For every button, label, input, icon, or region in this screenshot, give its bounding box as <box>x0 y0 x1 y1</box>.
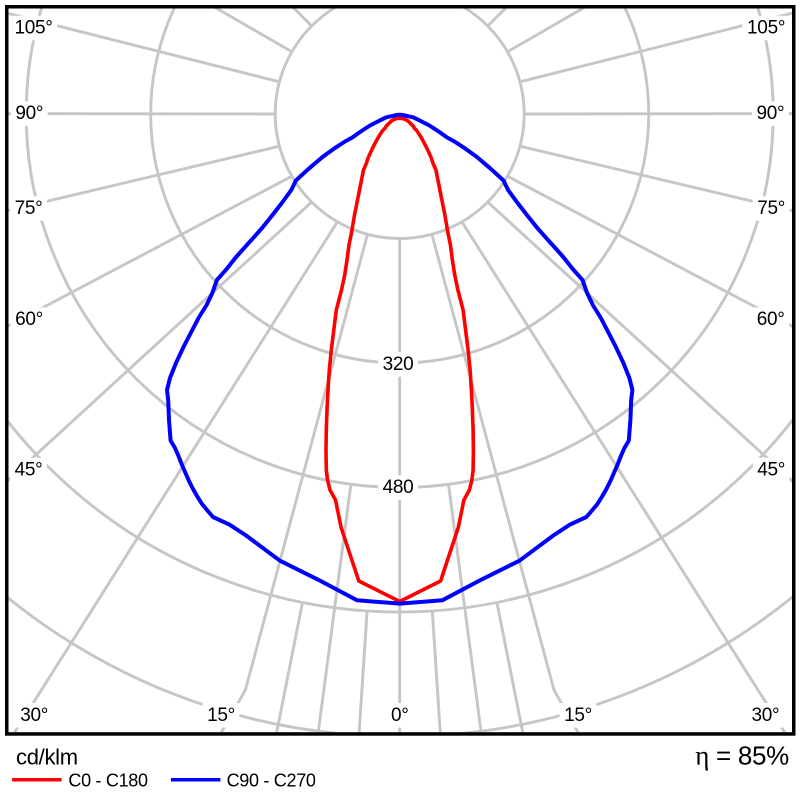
svg-text:15°: 15° <box>207 705 235 726</box>
svg-text:320: 320 <box>383 354 414 375</box>
svg-text:45°: 45° <box>15 460 43 481</box>
svg-text:105°: 105° <box>747 18 785 39</box>
svg-text:C0 - C180: C0 - C180 <box>68 770 148 790</box>
svg-text:30°: 30° <box>20 705 48 726</box>
svg-text:105°: 105° <box>14 18 52 39</box>
svg-text:60°: 60° <box>15 309 43 330</box>
svg-text:0°: 0° <box>391 705 409 726</box>
svg-text:C90 - C270: C90 - C270 <box>227 770 316 790</box>
svg-text:60°: 60° <box>757 309 785 330</box>
svg-text:cd/klm: cd/klm <box>16 745 78 770</box>
svg-text:90°: 90° <box>15 103 43 124</box>
svg-text:15°: 15° <box>564 705 592 726</box>
svg-text:480: 480 <box>383 477 414 498</box>
svg-text:90°: 90° <box>756 103 784 124</box>
svg-text:30°: 30° <box>751 705 779 726</box>
svg-text:45°: 45° <box>757 460 785 481</box>
svg-text:75°: 75° <box>757 198 785 219</box>
svg-text:75°: 75° <box>15 198 43 219</box>
svg-text:η = 85%: η = 85% <box>695 741 789 771</box>
